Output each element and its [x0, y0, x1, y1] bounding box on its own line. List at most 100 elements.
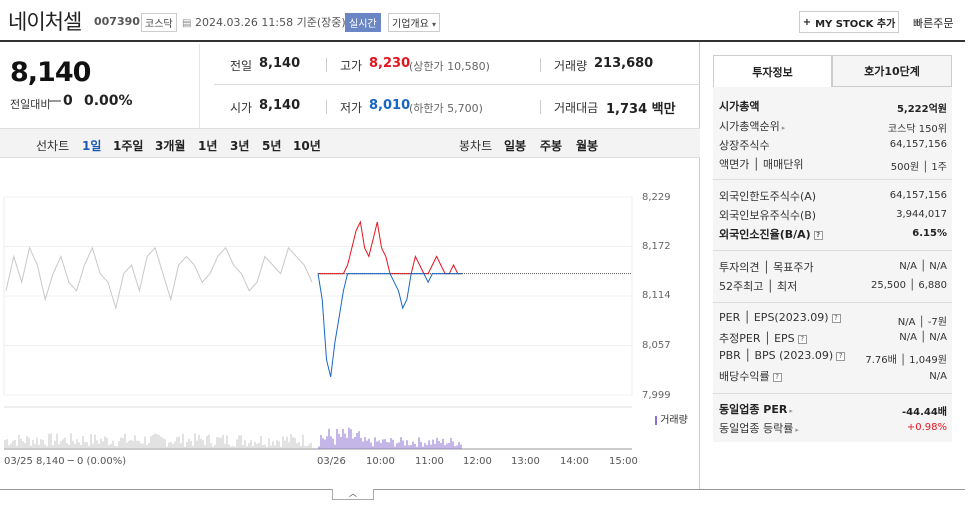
foreign-hold-value: 3,944,017	[896, 209, 947, 220]
w52-value: 25,500 │ 6,880	[871, 280, 947, 291]
opinion-target-label: 투자의견 │ 목표주가	[719, 261, 814, 274]
add-my-stock-button[interactable]: + MY STOCK 추가	[799, 11, 899, 33]
intraday-chart[interactable]	[0, 160, 700, 470]
par-unit-value: 500원 │ 1주	[890, 162, 947, 173]
y-tick-label: 8,229	[642, 192, 671, 203]
tab-5year[interactable]: 5년	[262, 139, 282, 153]
x-tick-label: 10:00	[366, 456, 395, 467]
chevron-down-icon: ▾	[432, 20, 437, 29]
est-per-eps-label: 추정PER │ EPS?	[719, 330, 807, 346]
open-value: 8,140	[259, 98, 301, 113]
w52-label: 52주최고 │ 최저	[719, 280, 798, 293]
per-eps-value: N/A │ -7원	[897, 317, 947, 328]
section-divider	[713, 302, 952, 303]
stock-code: 007390	[94, 15, 140, 28]
fast-order-button[interactable]: 빠른주문	[913, 17, 954, 30]
pbr-bps-value: 7.76배 │ 1,049원	[865, 355, 947, 366]
flat-change-icon	[49, 100, 61, 102]
plus-icon: +	[802, 16, 812, 28]
price-line-down	[317, 273, 462, 378]
open-label: 시가	[230, 101, 253, 115]
upper-limit: (상한가 10,580)	[409, 60, 490, 73]
high-value: 8,230	[369, 56, 411, 71]
shares-value: 64,157,156	[889, 139, 947, 150]
investment-info-box	[713, 87, 952, 442]
foreign-limit-label: 외국인한도주식수(A)	[719, 190, 817, 203]
x-tick-label: 03/26	[317, 456, 346, 467]
industry-per-value: -44.44배	[902, 407, 947, 418]
market-cap-value: 5,222억원	[896, 104, 947, 115]
section-divider	[713, 250, 952, 251]
prev-day-summary: 03/25 8,140 ─ 0 (0.00%)	[4, 456, 127, 467]
tab-monthly-candle[interactable]: 월봉	[576, 139, 599, 153]
volume-value: 213,680	[594, 56, 654, 71]
collapse-button[interactable]: ︿	[332, 489, 374, 500]
header-divider	[0, 40, 965, 42]
tab-daily-candle[interactable]: 일봉	[504, 139, 527, 153]
price-line-up	[318, 220, 462, 275]
divider	[326, 58, 327, 72]
cap-rank-label[interactable]: 시가총액순위 ▸	[719, 120, 786, 133]
industry-change-label[interactable]: 동일업종 등락률 ▸	[719, 422, 799, 435]
change-value: 0	[63, 93, 73, 109]
candle-chart-label: 봉차트	[459, 139, 493, 153]
amount-value: 1,734 백만	[606, 102, 676, 117]
industry-change-value: +0.98%	[906, 422, 947, 433]
company-overview-dropdown[interactable]: 기업개요 ▾	[388, 13, 441, 32]
low-value: 8,010	[369, 98, 411, 113]
market-badge: 코스닥	[141, 13, 177, 32]
y-tick-label: 8,057	[642, 340, 671, 351]
price-box	[0, 44, 200, 128]
tab-1year[interactable]: 1년	[198, 139, 218, 153]
chart-tab-bar	[0, 128, 700, 158]
opinion-target-value: N/A │ N/A	[899, 261, 947, 272]
tab-3month[interactable]: 3개월	[155, 139, 186, 153]
foreign-limit-value: 64,157,156	[889, 190, 947, 201]
per-eps-label: PER │ EPS(2023.09)?	[719, 311, 841, 324]
triangle-right-icon: ▸	[789, 407, 793, 415]
tab-order-book-10[interactable]: 호가10단계	[832, 55, 952, 87]
tab-weekly-candle[interactable]: 주봉	[540, 139, 563, 153]
chevron-up-icon: ︿	[349, 489, 357, 498]
help-icon[interactable]: ?	[836, 351, 846, 361]
industry-per-label[interactable]: 동일업종 PER ▸	[719, 403, 793, 416]
cap-rank-value: 코스닥 150위	[887, 124, 947, 135]
prev-day-price-line	[5, 246, 313, 311]
tab-10year[interactable]: 10년	[293, 139, 321, 153]
volume-label: 거래량	[554, 59, 588, 73]
row-divider	[214, 84, 700, 85]
divider	[326, 100, 327, 114]
volume-legend: 거래량	[655, 411, 688, 426]
x-tick-label: 12:00	[463, 456, 492, 467]
y-tick-label: 8,172	[642, 241, 671, 252]
par-unit-label: 액면가 │ 매매단위	[719, 158, 804, 171]
foreign-hold-label: 외국인보유주식수(B)	[719, 209, 817, 222]
tab-1week[interactable]: 1주일	[113, 139, 144, 153]
prev-close-value: 8,140	[259, 56, 301, 71]
help-icon[interactable]: ?	[831, 313, 841, 323]
stock-name[interactable]: 네이처셀	[8, 10, 82, 34]
divider	[540, 100, 541, 114]
low-label: 저가	[340, 101, 363, 115]
volume-legend-swatch	[655, 415, 657, 425]
foreign-ratio-value: 6.15%	[912, 228, 947, 239]
section-divider	[713, 179, 952, 180]
realtime-button[interactable]: 실시간	[345, 13, 381, 32]
help-icon[interactable]: ?	[813, 230, 823, 240]
triangle-right-icon: ▸	[781, 124, 786, 132]
chart-panel	[0, 42, 700, 490]
help-icon[interactable]: ?	[797, 334, 807, 344]
x-tick-label: 15:00	[609, 456, 638, 467]
help-icon[interactable]: ?	[772, 372, 782, 382]
high-label: 고가	[340, 59, 363, 73]
divider	[540, 58, 541, 72]
tab-3year[interactable]: 3년	[230, 139, 250, 153]
line-chart-label: 선차트	[36, 139, 70, 153]
triangle-right-icon: ▸	[795, 426, 799, 434]
tab-investment-info[interactable]: 투자정보	[713, 55, 832, 87]
quote-datetime: ▤ 2024.03.26 11:58 기준(장중)	[182, 16, 346, 29]
dividend-label: 배당수익률?	[719, 368, 782, 384]
amount-label: 거래대금	[554, 101, 599, 115]
section-divider	[713, 393, 952, 394]
tab-1day[interactable]: 1일	[82, 139, 102, 153]
